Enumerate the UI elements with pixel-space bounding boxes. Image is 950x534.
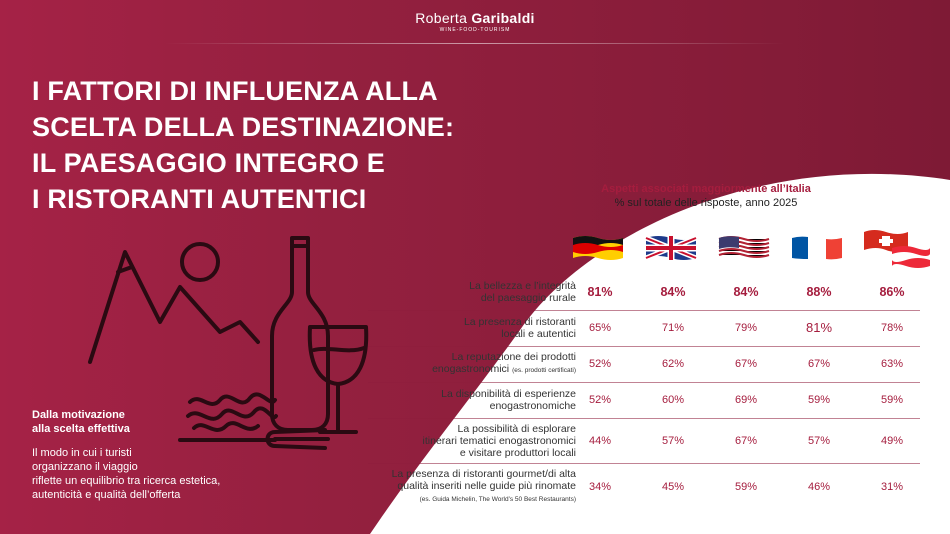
value-switzerland-austria: 86% <box>879 285 905 299</box>
row-divider <box>368 418 920 419</box>
row-label: La possibilità di esplorare itinerari te… <box>422 423 576 459</box>
value-germany: 65% <box>588 322 612 334</box>
table-row: La presenza di ristoranti locali e auten… <box>368 310 928 346</box>
row-label: La bellezza e l’integrità del paesaggio … <box>469 280 576 304</box>
page-title: I FATTORI DI INFLUENZA ALLA SCELTA DELLA… <box>32 76 455 214</box>
side-heading: Dalla motivazione alla scelta effettiva <box>32 409 130 435</box>
value-uk: 84% <box>660 285 686 299</box>
side-note: Dalla motivazione alla scelta effettiva … <box>32 408 272 502</box>
value-france: 46% <box>807 481 831 493</box>
wine-glass-icon <box>307 325 369 434</box>
row-label: La reputazione dei prodotti enogastronom… <box>432 351 576 375</box>
brand-logo: Roberta Garibaldi WINE-FOOD-TOURISM <box>415 10 535 33</box>
value-usa: 84% <box>733 285 759 299</box>
row-note: (es. prodotti certificati) <box>512 367 576 374</box>
value-usa: 59% <box>734 481 758 493</box>
side-body: Il modo in cui i turisti organizzano il … <box>32 447 221 501</box>
value-uk: 62% <box>661 358 685 370</box>
value-france: 81% <box>805 320 833 335</box>
france-flag-icon <box>792 236 842 260</box>
row-divider <box>368 463 920 464</box>
value-france: 67% <box>807 358 831 370</box>
value-germany: 81% <box>587 285 613 299</box>
value-usa: 79% <box>734 322 758 334</box>
table-row: La bellezza e l’integrità del paesaggio … <box>368 274 928 310</box>
usa-flag-icon <box>718 236 770 260</box>
value-switzerland-austria: 31% <box>880 481 904 493</box>
row-divider <box>368 346 920 347</box>
fork-icon <box>178 428 330 450</box>
value-france: 57% <box>807 435 831 447</box>
wine-landscape-illustration <box>88 236 369 450</box>
value-usa: 69% <box>734 394 758 406</box>
value-switzerland-austria: 49% <box>880 435 904 447</box>
value-germany: 52% <box>588 394 612 406</box>
table-subtitle: % sul totale delle risposte, anno 2025 <box>614 197 798 209</box>
row-note: (es. Guida Michelin, The World’s 50 Best… <box>419 496 576 503</box>
table-row: La reputazione dei prodotti enogastronom… <box>368 346 928 382</box>
value-france: 59% <box>807 394 831 406</box>
row-label: La disponibilità di esperienze enogastro… <box>441 388 576 412</box>
row-divider <box>368 382 920 383</box>
table-row: La presenza di ristoranti gourmet/di alt… <box>368 464 928 510</box>
value-germany: 34% <box>588 481 612 493</box>
value-france: 88% <box>806 285 832 299</box>
value-uk: 60% <box>661 394 685 406</box>
value-switzerland-austria: 78% <box>880 322 904 334</box>
value-uk: 71% <box>661 322 685 334</box>
sun-icon <box>180 242 220 282</box>
table-title: Aspetti associati maggiormente all’Itali… <box>601 183 811 195</box>
germany-flag-icon <box>573 236 623 260</box>
value-usa: 67% <box>734 358 758 370</box>
pasta-icon <box>186 392 278 432</box>
value-switzerland-austria: 59% <box>880 394 904 406</box>
value-uk: 45% <box>661 481 685 493</box>
header-divider <box>165 43 785 44</box>
switzerland-austria-flag-icon <box>864 230 930 268</box>
row-divider <box>368 310 920 311</box>
table-header: Aspetti associati maggiormente all’Itali… <box>556 183 856 209</box>
value-switzerland-austria: 63% <box>880 358 904 370</box>
row-label: La presenza di ristoranti locali e auten… <box>463 316 576 340</box>
table-row: La possibilità di esplorare itinerari te… <box>368 419 928 463</box>
value-usa: 67% <box>734 435 758 447</box>
value-germany: 44% <box>588 435 612 447</box>
table-row: La disponibilità di esperienze enogastro… <box>368 382 928 418</box>
value-germany: 52% <box>588 358 612 370</box>
value-uk: 57% <box>661 435 685 447</box>
mountains-icon <box>88 250 260 364</box>
uk-flag-icon <box>645 235 697 261</box>
row-label: La presenza di ristoranti gourmet/di alt… <box>391 468 576 503</box>
